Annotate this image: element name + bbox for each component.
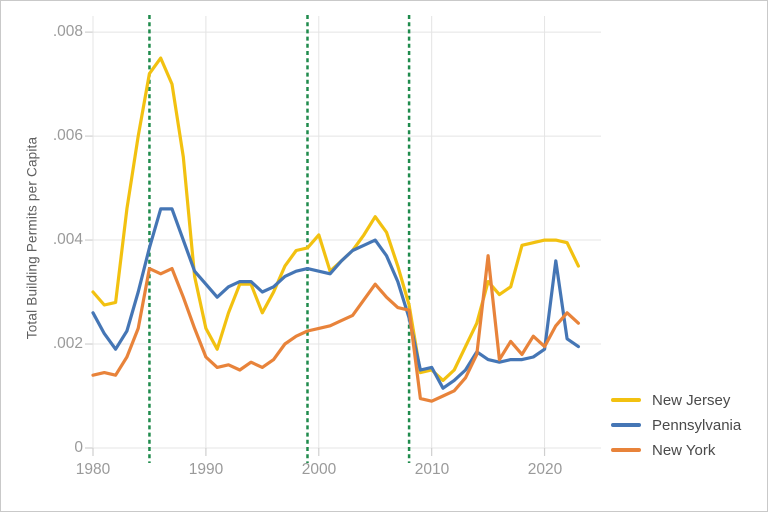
series-line-new-jersey: [91, 56, 581, 382]
y-tick-label-004: .004: [52, 231, 83, 248]
legend-swatch-new-jersey: [611, 398, 641, 402]
legend-swatch-pennsylvania: [611, 423, 641, 427]
legend-item-new-jersey: New Jersey: [611, 388, 741, 412]
y-tick-label-008: .008: [52, 23, 83, 40]
legend-swatch-new-york: [611, 448, 641, 452]
x-tick-label-2010: 2010: [414, 461, 450, 478]
y-tick-label-006: .006: [52, 127, 83, 144]
x-tick-label-1990: 1990: [188, 461, 224, 478]
x-tick-label-2020: 2020: [527, 461, 563, 478]
legend: New Jersey Pennsylvania New York: [611, 388, 741, 463]
legend-label: New York: [652, 441, 716, 459]
series-line-pennsylvania: [91, 207, 581, 390]
legend-label: New Jersey: [652, 391, 731, 409]
legend-label: Pennsylvania: [652, 416, 742, 434]
legend-item-new-york: New York: [611, 438, 741, 462]
x-tick-label-2000: 2000: [301, 461, 337, 478]
x-tick-label-1980: 1980: [75, 461, 111, 478]
y-tick-label-0: 0: [74, 439, 83, 456]
series-line-new-york: [91, 254, 581, 403]
legend-item-pennsylvania: Pennsylvania: [611, 413, 741, 437]
y-tick-label-002: .002: [52, 335, 83, 352]
